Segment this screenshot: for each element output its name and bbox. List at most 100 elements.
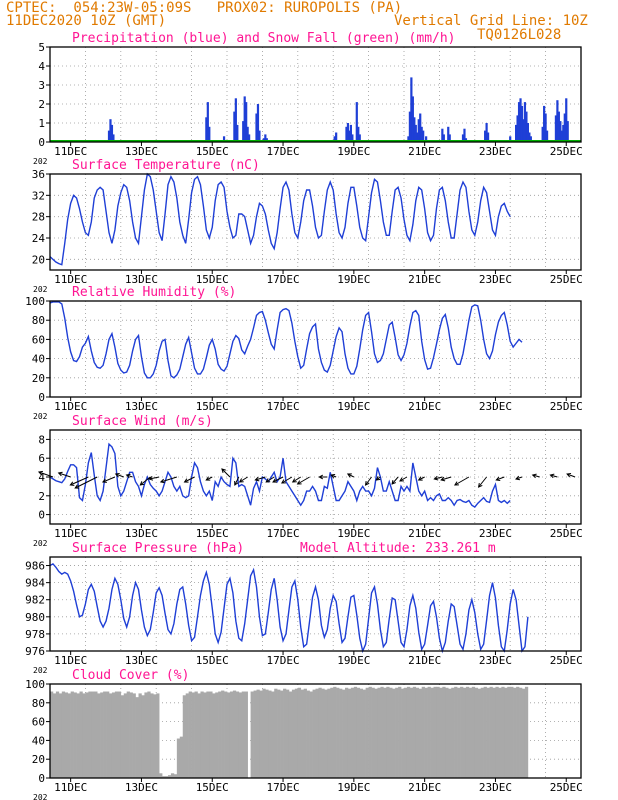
cloud-bar <box>336 687 340 778</box>
precip-bar <box>517 102 521 142</box>
precip-bar <box>345 126 348 142</box>
wind-arrow-head <box>254 476 260 482</box>
wind-arrow-head <box>291 478 297 483</box>
cloud-bar <box>297 687 302 778</box>
cloud-bar <box>117 691 122 778</box>
x-tick-label: 21DEC <box>408 527 441 540</box>
wind-direction-arrow <box>114 472 124 478</box>
cloud-bar <box>165 776 169 778</box>
cloud-bar <box>436 686 440 778</box>
y-tick-label: 32 <box>32 189 45 202</box>
x-year-label: 202 <box>33 285 48 294</box>
x-tick-label: 15DEC <box>196 654 229 667</box>
y-tick-label: 984 <box>25 577 45 590</box>
precip-bar <box>413 117 416 142</box>
cloud-bar <box>342 689 346 778</box>
wind-arrow-head <box>417 476 423 481</box>
y-tick-label: 4 <box>38 60 45 73</box>
x-tick-label: 23DEC <box>479 145 512 158</box>
x-tick-label: 21DEC <box>408 400 441 413</box>
precip-bar <box>348 130 351 142</box>
vertical-grid-label: Vertical Grid Line: 10Z <box>394 13 588 29</box>
cloud-bar <box>412 686 417 778</box>
precip-bar <box>242 121 245 142</box>
precip-bar <box>441 128 444 142</box>
precip-bar <box>420 126 423 142</box>
cloud-bar <box>197 693 201 778</box>
precip-bar <box>422 130 425 142</box>
cloud-bar <box>389 687 393 778</box>
wind-arrow-shaft <box>102 476 116 483</box>
x-tick-label: 17DEC <box>266 273 299 286</box>
panel-2: 20 24 28 32 36 Surface Temperature (nC) 11DEC 1… <box>32 158 583 294</box>
cloud-bar <box>513 687 517 778</box>
cloud-bar <box>262 688 266 778</box>
wind-arrow-shaft <box>399 476 408 482</box>
x-year-label: 202 <box>33 666 48 675</box>
y-tick-label: 2 <box>38 490 45 503</box>
x-tick-label: 13DEC <box>125 400 158 413</box>
x-tick-label: 17DEC <box>266 527 299 540</box>
wind-direction-arrow <box>477 476 487 488</box>
wind-direction-arrow <box>221 468 231 478</box>
precip-bar <box>559 121 562 142</box>
wind-direction-arrow <box>375 476 381 481</box>
y-tick-label: 0 <box>38 772 45 785</box>
cloud-bar <box>339 688 343 778</box>
cloud-bar <box>168 775 172 778</box>
x-tick-label: 13DEC <box>125 273 158 286</box>
cloud-bar <box>501 686 505 778</box>
wind-arrow-shaft <box>139 476 151 486</box>
wind-arrow-shaft <box>478 476 487 488</box>
wind-direction-arrow <box>433 475 443 481</box>
humidity-line <box>49 301 523 379</box>
cloud-bar <box>182 695 186 778</box>
station-header: CPTEC: 054:23W-05:09S PROX02: RUROPOLIS … <box>6 0 403 16</box>
cloud-bar <box>463 687 467 778</box>
cloud-bar <box>277 689 281 778</box>
wind-arrow-shaft <box>206 476 213 481</box>
x-tick-label: 19DEC <box>337 781 370 794</box>
cloud-bar <box>179 736 184 778</box>
cloud-bar <box>212 693 216 778</box>
cloud-bar <box>280 690 284 778</box>
wind-direction-arrow <box>531 473 540 479</box>
wind-arrow-head <box>159 478 165 484</box>
cloud-bar <box>421 686 425 778</box>
wind-arrow-head <box>318 474 324 480</box>
wind-arrow-head <box>69 481 75 486</box>
cloud-bar <box>76 693 80 778</box>
panel-5: 976 978 980 982 984 986 Surface Pressure (hPa)… <box>25 541 583 675</box>
wind-direction-arrow <box>515 475 523 481</box>
precip-bar <box>557 111 560 142</box>
cloud-bar <box>147 691 151 778</box>
cloud-bar <box>294 688 299 778</box>
wind-arrow-shaft <box>74 476 98 489</box>
x-tick-label: 21DEC <box>408 273 441 286</box>
y-tick-label: 20 <box>32 253 45 266</box>
wind-direction-arrow <box>254 476 266 482</box>
precip-bar <box>258 130 261 142</box>
y-tick-label: 36 <box>32 168 45 181</box>
y-tick-label: 986 <box>25 560 45 573</box>
cloud-bar <box>259 690 263 778</box>
panel-frame <box>49 46 582 143</box>
cloud-bar <box>347 688 352 778</box>
precip-bar <box>486 132 490 142</box>
wind-direction-arrow <box>281 476 293 484</box>
wind-direction-arrow <box>57 471 71 478</box>
cloud-bar <box>306 690 310 778</box>
x-tick-label: 23DEC <box>479 273 512 286</box>
cloud-bar <box>401 688 405 778</box>
wind-arrow-shaft <box>566 473 576 478</box>
wind-direction-arrow <box>566 472 576 478</box>
panel-1: 0 1 2 3 4 5 Precipitation (blue) and Snow Fall… <box>33 31 583 166</box>
precip-bar <box>416 132 419 142</box>
precip-bar <box>109 119 112 142</box>
wind-arrow-shaft <box>496 476 505 481</box>
cloud-bar <box>445 687 449 778</box>
cloud-bar <box>94 691 98 778</box>
y-tick-label: 4 <box>38 471 45 484</box>
wind-speed-line <box>49 442 511 509</box>
